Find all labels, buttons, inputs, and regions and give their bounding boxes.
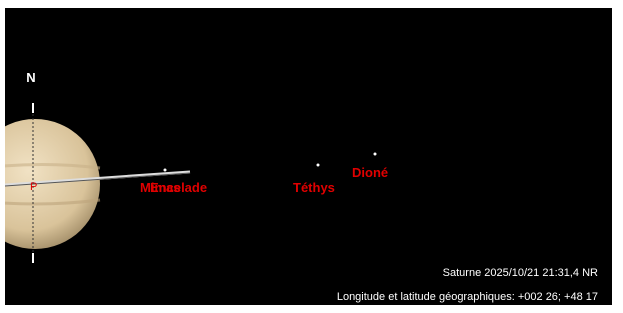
page: P N Mimas Encelade Téthys Dioné Saturne … <box>0 0 623 313</box>
pole-marker: P <box>30 181 37 193</box>
moon-dot <box>317 164 320 167</box>
moon-dot <box>374 153 377 156</box>
moon-dot <box>164 169 167 172</box>
sky-background <box>5 8 612 305</box>
north-label: N <box>26 70 35 85</box>
sky-view: P N Mimas Encelade Téthys Dioné Saturne … <box>0 0 623 313</box>
moon-label: Téthys <box>293 180 335 195</box>
footer-coordinates: Longitude et latitude géographiques: +00… <box>337 291 598 303</box>
moon-label: Encelade <box>150 180 207 195</box>
moon-label: Dioné <box>352 165 388 180</box>
footer-date: Saturne 2025/10/21 21:31,4 NR <box>443 267 598 279</box>
